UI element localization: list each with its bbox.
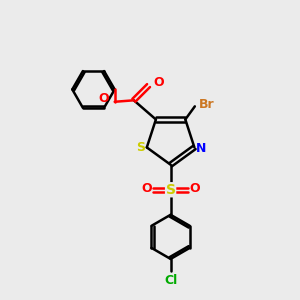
Text: S: S: [136, 141, 145, 154]
Text: N: N: [196, 142, 206, 155]
Text: O: O: [141, 182, 152, 195]
Text: S: S: [166, 183, 176, 197]
Text: Br: Br: [199, 98, 215, 111]
Text: Cl: Cl: [164, 274, 177, 287]
Text: O: O: [99, 92, 110, 105]
Text: O: O: [189, 182, 200, 195]
Text: O: O: [154, 76, 164, 89]
